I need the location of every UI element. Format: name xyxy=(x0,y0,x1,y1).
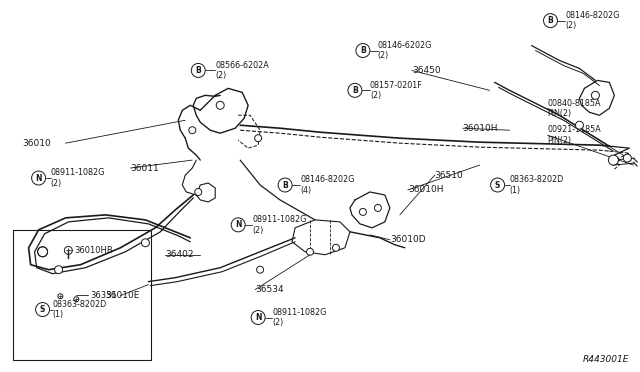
Circle shape xyxy=(195,189,202,195)
Circle shape xyxy=(54,266,63,274)
Text: 08146-6202G
(2): 08146-6202G (2) xyxy=(378,41,432,60)
Circle shape xyxy=(141,239,149,247)
Text: 08363-8202D
(1): 08363-8202D (1) xyxy=(52,300,107,319)
Text: 00840-8185A
PIN(2): 00840-8185A PIN(2) xyxy=(547,99,601,118)
Circle shape xyxy=(307,248,314,255)
Text: 36402: 36402 xyxy=(165,250,194,259)
Text: 36450: 36450 xyxy=(412,66,440,75)
Circle shape xyxy=(216,101,224,109)
Text: S: S xyxy=(40,305,45,314)
Circle shape xyxy=(255,135,262,142)
Circle shape xyxy=(374,205,381,211)
Text: 08146-8202G
(2): 08146-8202G (2) xyxy=(566,11,620,31)
Text: 36010: 36010 xyxy=(22,139,51,148)
Text: 36534: 36534 xyxy=(255,285,284,294)
Text: B: B xyxy=(360,46,366,55)
Circle shape xyxy=(591,92,600,99)
Text: 36010E: 36010E xyxy=(106,291,140,300)
Text: 36010D: 36010D xyxy=(390,235,426,244)
Text: R443001E: R443001E xyxy=(583,355,629,364)
Bar xyxy=(13,231,151,360)
Text: 36010H: 36010H xyxy=(408,186,444,195)
Text: N: N xyxy=(235,220,241,230)
Circle shape xyxy=(360,208,366,215)
Polygon shape xyxy=(292,220,350,255)
Text: 08911-1082G
(2): 08911-1082G (2) xyxy=(272,308,326,327)
Text: 08566-6202A
(2): 08566-6202A (2) xyxy=(215,61,269,80)
Circle shape xyxy=(332,244,339,251)
Circle shape xyxy=(623,154,631,162)
Text: 36510: 36510 xyxy=(435,170,463,180)
Text: 08911-1082G
(2): 08911-1082G (2) xyxy=(51,168,105,188)
Circle shape xyxy=(257,266,264,273)
Text: 08363-8202D
(1): 08363-8202D (1) xyxy=(509,175,564,195)
Text: 08157-0201F
(2): 08157-0201F (2) xyxy=(370,81,422,100)
Text: N: N xyxy=(255,313,261,322)
Text: 08146-8202G
(4): 08146-8202G (4) xyxy=(300,175,355,195)
Text: 36011: 36011 xyxy=(131,164,159,173)
Text: 00921-1185A
PIN(2): 00921-1185A PIN(2) xyxy=(547,125,601,145)
Text: B: B xyxy=(195,66,201,75)
Circle shape xyxy=(609,155,618,165)
Text: 08911-1082G
(2): 08911-1082G (2) xyxy=(252,215,307,235)
Text: B: B xyxy=(352,86,358,95)
Text: N: N xyxy=(35,173,42,183)
Text: 36010HB: 36010HB xyxy=(74,246,113,255)
Circle shape xyxy=(38,247,47,257)
Text: 36010H: 36010H xyxy=(463,124,498,133)
Circle shape xyxy=(189,127,196,134)
Text: 36351: 36351 xyxy=(90,291,117,300)
Circle shape xyxy=(575,121,584,129)
Text: B: B xyxy=(548,16,554,25)
Text: S: S xyxy=(495,180,500,189)
Text: B: B xyxy=(282,180,288,189)
